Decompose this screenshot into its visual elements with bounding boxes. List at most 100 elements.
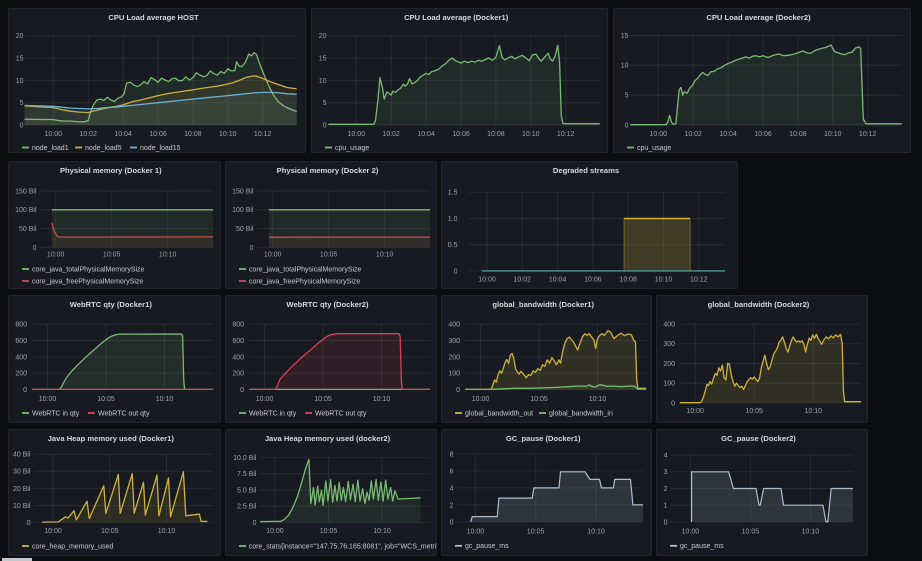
svg-text:Physical memory (Docker 2): Physical memory (Docker 2) [276,166,378,175]
svg-text:10:08: 10:08 [619,276,637,283]
svg-text:10:00: 10:00 [347,131,365,138]
svg-text:0.5: 0.5 [447,242,457,249]
svg-text:1: 1 [664,503,668,510]
svg-text:0: 0 [23,387,27,394]
svg-text:cpu_usage: cpu_usage [335,145,369,152]
svg-text:4: 4 [664,453,668,460]
svg-text:10:02: 10:02 [79,131,97,138]
svg-text:10:10: 10:10 [158,528,176,535]
svg-text:600: 600 [15,338,27,345]
svg-text:global_bandwidth (Docker1): global_bandwidth (Docker1) [492,300,594,309]
svg-text:10:10: 10:10 [805,408,823,415]
svg-text:7.5 Bil: 7.5 Bil [237,471,257,478]
svg-text:10:08: 10:08 [184,131,202,138]
svg-text:10:05: 10:05 [742,528,760,535]
svg-text:Java Heap memory used (docker2: Java Heap memory used (docker2) [264,434,390,443]
svg-text:WebRTC out qty: WebRTC out qty [315,410,367,417]
svg-text:1.5: 1.5 [447,190,457,197]
svg-text:10:00: 10:00 [263,252,281,259]
svg-text:10:02: 10:02 [684,131,702,138]
svg-text:10:00: 10:00 [686,408,704,415]
svg-text:2: 2 [449,502,453,509]
svg-text:5: 5 [20,100,24,107]
svg-text:10:00: 10:00 [466,528,484,535]
svg-text:400: 400 [663,322,675,329]
svg-text:8: 8 [449,451,453,458]
svg-text:1.0: 1.0 [447,216,457,223]
svg-text:10:10: 10:10 [219,131,237,138]
svg-text:50 Bil: 50 Bil [19,226,37,233]
svg-text:10:12: 10:12 [690,276,708,283]
svg-text:10:00: 10:00 [266,528,284,535]
svg-text:global_bandwidth (Docker2): global_bandwidth (Docker2) [708,300,810,309]
svg-text:WebRTC in qty: WebRTC in qty [32,410,80,417]
svg-text:10:05: 10:05 [314,396,332,403]
svg-text:10:00: 10:00 [44,528,62,535]
svg-text:10:00: 10:00 [478,276,496,283]
svg-text:10:08: 10:08 [487,131,505,138]
svg-text:200: 200 [232,371,244,378]
svg-text:0: 0 [27,520,31,527]
svg-text:Physical memory (Docker 1): Physical memory (Docker 1) [60,166,162,175]
svg-text:10:00: 10:00 [255,396,273,403]
svg-text:15: 15 [620,33,628,40]
svg-text:400: 400 [15,354,27,361]
svg-text:10:12: 10:12 [556,131,574,138]
svg-text:10:00: 10:00 [45,131,63,138]
svg-text:0: 0 [252,520,256,527]
svg-text:core_java_totalPhysicalMemoryS: core_java_totalPhysicalMemorySize [249,266,362,273]
svg-text:core_heap_memory_used: core_heap_memory_used [32,543,113,550]
svg-text:200: 200 [663,361,675,368]
svg-text:40 Bil: 40 Bil [13,452,31,459]
svg-text:10:00: 10:00 [471,396,489,403]
svg-text:0: 0 [249,245,253,252]
svg-text:GC_pause (Docker1): GC_pause (Docker1) [505,434,580,443]
svg-text:10:04: 10:04 [548,276,566,283]
svg-text:0: 0 [449,519,453,526]
svg-text:10:10: 10:10 [522,131,540,138]
svg-text:3: 3 [664,469,668,476]
svg-text:200: 200 [15,371,27,378]
svg-text:50 Bil: 50 Bil [235,226,253,233]
svg-text:5: 5 [624,93,628,100]
svg-text:10:02: 10:02 [382,131,400,138]
svg-text:WebRTC out qty: WebRTC out qty [98,410,150,417]
svg-text:2: 2 [664,486,668,493]
svg-text:10:06: 10:06 [584,276,602,283]
svg-text:10 Bil: 10 Bil [13,503,31,510]
svg-text:10:05: 10:05 [319,252,337,259]
svg-text:300: 300 [448,338,460,345]
svg-text:0: 0 [671,400,675,407]
svg-text:0: 0 [322,122,326,129]
svg-text:10:10: 10:10 [802,528,820,535]
svg-text:15: 15 [318,56,326,63]
svg-text:0: 0 [240,387,244,394]
svg-text:10:10: 10:10 [375,252,393,259]
svg-text:20 Bil: 20 Bil [13,486,31,493]
svg-text:4: 4 [449,485,453,492]
svg-text:10: 10 [318,78,326,85]
svg-text:node_load5: node_load5 [85,145,122,152]
svg-text:10:05: 10:05 [319,528,337,535]
svg-text:10:10: 10:10 [654,276,672,283]
svg-text:10:00: 10:00 [47,252,65,259]
svg-text:300: 300 [663,341,675,348]
svg-text:core_java_freePhysicalMemorySi: core_java_freePhysicalMemorySize [249,278,360,285]
svg-text:10:05: 10:05 [101,528,119,535]
svg-text:10:10: 10:10 [159,252,177,259]
svg-text:10:04: 10:04 [719,131,737,138]
svg-text:gc_pause_ms: gc_pause_ms [465,543,509,550]
svg-text:10:05: 10:05 [530,396,548,403]
svg-text:global_bandwidth_in: global_bandwidth_in [549,410,613,417]
svg-text:core_stats{instance="147.75.76: core_stats{instance="147.75.76.165:8081"… [248,543,436,550]
svg-text:5.0 Bil: 5.0 Bil [237,487,257,494]
svg-text:800: 800 [15,322,27,329]
svg-text:400: 400 [448,322,460,329]
svg-text:800: 800 [232,322,244,329]
svg-text:10:10: 10:10 [824,131,842,138]
svg-text:gc_pause_ms: gc_pause_ms [680,543,724,550]
svg-text:10.0 Bil: 10.0 Bil [233,455,257,462]
svg-text:CPU Load average HOST: CPU Load average HOST [108,13,199,22]
svg-text:node_load15: node_load15 [140,145,181,152]
svg-text:100: 100 [663,381,675,388]
